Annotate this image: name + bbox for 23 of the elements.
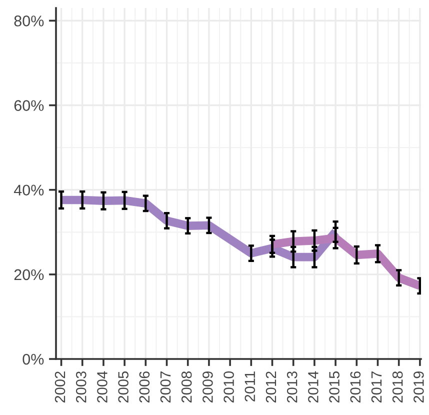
y-tick-label: 0% bbox=[22, 354, 44, 365]
x-tick-label: 2004 bbox=[97, 371, 108, 403]
x-tick-label: 2007 bbox=[160, 372, 171, 403]
x-tick-label: 2002 bbox=[54, 372, 66, 403]
x-tick-label: 2003 bbox=[76, 371, 86, 403]
x-tick-label: 2018 bbox=[392, 371, 403, 403]
x-tick-label: 2017 bbox=[371, 372, 382, 403]
y-tick-label: 60% bbox=[14, 100, 44, 111]
x-tick-label: 2015 bbox=[329, 371, 340, 403]
x-tick-label: 2019 bbox=[414, 371, 424, 403]
x-tick-label: 2016 bbox=[350, 371, 361, 403]
y-tick-label: 40% bbox=[14, 184, 44, 196]
x-tick-label: 2013 bbox=[286, 371, 298, 403]
x-tick-label: 2008 bbox=[181, 371, 192, 403]
y-tick-label: 80% bbox=[14, 16, 44, 26]
x-tick-label: 2011 bbox=[244, 372, 256, 402]
x-tick-label: 2006 bbox=[139, 371, 150, 403]
y-tick-label: 20% bbox=[14, 269, 44, 280]
x-tick-label: 2014 bbox=[308, 371, 318, 403]
x-tick-label: 2010 bbox=[224, 371, 234, 403]
x-tick-label: 2005 bbox=[118, 371, 128, 403]
x-tick-label: 2009 bbox=[202, 371, 213, 403]
x-tick-label: 2012 bbox=[266, 372, 276, 403]
